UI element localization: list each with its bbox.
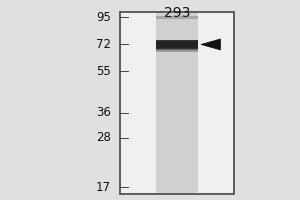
Polygon shape — [201, 39, 220, 50]
Bar — [156, 16, 198, 19]
Bar — [156, 40, 198, 45]
Text: 55: 55 — [96, 65, 111, 78]
Bar — [156, 16, 198, 19]
Text: 36: 36 — [96, 106, 111, 119]
Text: 95: 95 — [96, 11, 111, 24]
Bar — [120, 12, 234, 194]
Text: 72: 72 — [96, 38, 111, 51]
Bar — [156, 44, 198, 50]
Text: 293: 293 — [164, 6, 190, 20]
Bar — [156, 16, 198, 19]
Bar — [156, 40, 198, 46]
Bar — [156, 40, 198, 47]
Text: 28: 28 — [96, 131, 111, 144]
Bar — [156, 46, 198, 52]
Bar — [156, 41, 198, 48]
Bar — [156, 13, 198, 193]
Text: 17: 17 — [96, 181, 111, 194]
Bar — [156, 43, 198, 49]
